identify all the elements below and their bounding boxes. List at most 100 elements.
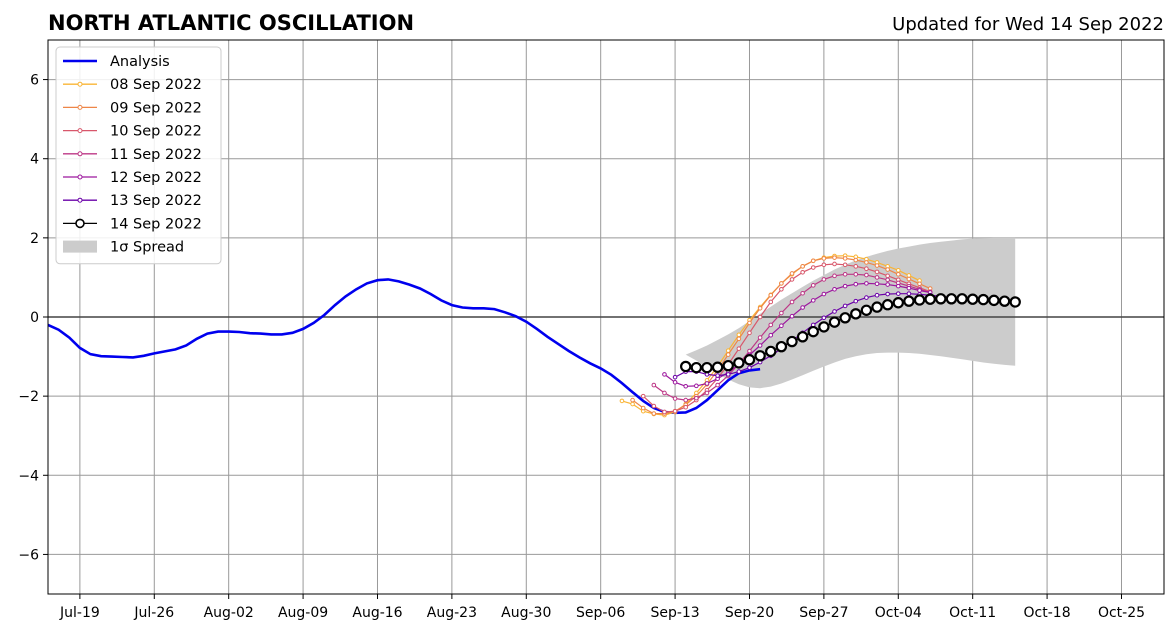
legend-item: 14 Sep 2022 [63, 216, 202, 232]
data-point [619, 398, 625, 404]
data-point [842, 262, 848, 268]
series-line [642, 263, 931, 413]
x-tick-label: Sep-06 [576, 605, 625, 621]
data-point [842, 303, 848, 309]
data-point [935, 293, 947, 305]
data-point [768, 292, 774, 298]
data-point [895, 268, 901, 273]
data-point [786, 335, 798, 348]
data-point [690, 361, 703, 374]
x-tick-label: Oct-25 [1098, 605, 1145, 621]
x-tick-label: Oct-18 [1024, 605, 1071, 621]
data-point [704, 381, 710, 386]
data-point [895, 271, 901, 277]
data-point [892, 297, 904, 309]
data-point [630, 397, 635, 403]
legend-marker [77, 151, 83, 157]
data-point [871, 301, 883, 313]
data-point [747, 330, 752, 336]
y-tick-label: 6 [30, 73, 39, 89]
data-point [864, 266, 869, 272]
data-point [743, 354, 756, 366]
legend-marker [77, 81, 83, 87]
data-point [895, 291, 901, 296]
data-point [977, 293, 990, 306]
data-point [821, 262, 827, 268]
data-point [810, 298, 816, 303]
data-point [683, 404, 689, 410]
x-tick-label: Aug-30 [501, 605, 551, 621]
series-line [47, 278, 761, 415]
data-point [917, 281, 922, 287]
legend-label: Analysis [110, 54, 170, 70]
data-point [800, 264, 805, 269]
data-point [821, 277, 827, 282]
data-point [662, 372, 667, 377]
data-point [864, 260, 869, 265]
data-point [651, 403, 657, 409]
data-point [885, 282, 890, 287]
legend-label: 12 Sep 2022 [110, 170, 202, 186]
data-point [725, 352, 731, 357]
data-point [874, 292, 880, 298]
data-point [885, 277, 890, 283]
data-point [924, 293, 936, 305]
x-tick-label: Jul-26 [133, 605, 174, 621]
data-point [757, 343, 763, 348]
data-point [853, 298, 859, 304]
data-point [736, 369, 742, 374]
data-point [821, 256, 827, 261]
data-point [906, 291, 912, 296]
data-point [733, 357, 745, 369]
data-point [860, 304, 873, 316]
data-point [818, 321, 830, 333]
data-point [864, 295, 869, 300]
series-lines [47, 253, 1021, 418]
data-point [765, 345, 777, 358]
data-point [779, 287, 784, 292]
data-point [694, 383, 699, 389]
data-point [885, 267, 890, 272]
data-point [853, 281, 859, 287]
data-point [640, 405, 646, 411]
data-point [839, 312, 851, 324]
y-tick-label: 4 [30, 152, 39, 168]
data-point [736, 336, 742, 342]
legend-marker [75, 218, 85, 229]
x-tick-label: Aug-09 [278, 605, 328, 621]
data-point [842, 283, 848, 289]
data-point [832, 255, 837, 260]
data-point [906, 276, 912, 282]
data-point [832, 261, 837, 267]
data-point [850, 308, 862, 320]
legend-item: 08 Sep 2022 [63, 77, 202, 93]
data-point [722, 359, 734, 372]
chart-title: NORTH ATLANTIC OSCILLATION [48, 11, 414, 35]
data-point [956, 293, 968, 305]
data-point [680, 360, 692, 373]
legend-item: 10 Sep 2022 [63, 124, 202, 140]
legend-marker [77, 197, 83, 203]
legend-marker [77, 104, 83, 110]
data-point [874, 263, 880, 268]
x-tick-label: Aug-23 [427, 605, 477, 621]
data-point [775, 340, 788, 353]
data-point [881, 299, 894, 311]
legend-marker [77, 128, 83, 134]
data-point [906, 273, 912, 278]
y-tick-label: −4 [18, 468, 39, 484]
data-point [754, 350, 766, 362]
data-point [779, 310, 784, 316]
legend-item: 09 Sep 2022 [63, 100, 202, 116]
x-tick-label: Sep-27 [799, 605, 848, 621]
legend-swatch [63, 240, 97, 253]
legend-item: Analysis [63, 54, 170, 70]
data-point [810, 258, 816, 264]
data-point [903, 295, 915, 307]
data-point [853, 264, 859, 269]
legend-marker [77, 174, 83, 180]
data-point [662, 409, 667, 415]
y-axis-ticks: −6 −4 −2 0 2 4 6 [18, 73, 48, 563]
legend-item: 1σ Spread [63, 240, 184, 256]
series-7 [680, 293, 1021, 374]
